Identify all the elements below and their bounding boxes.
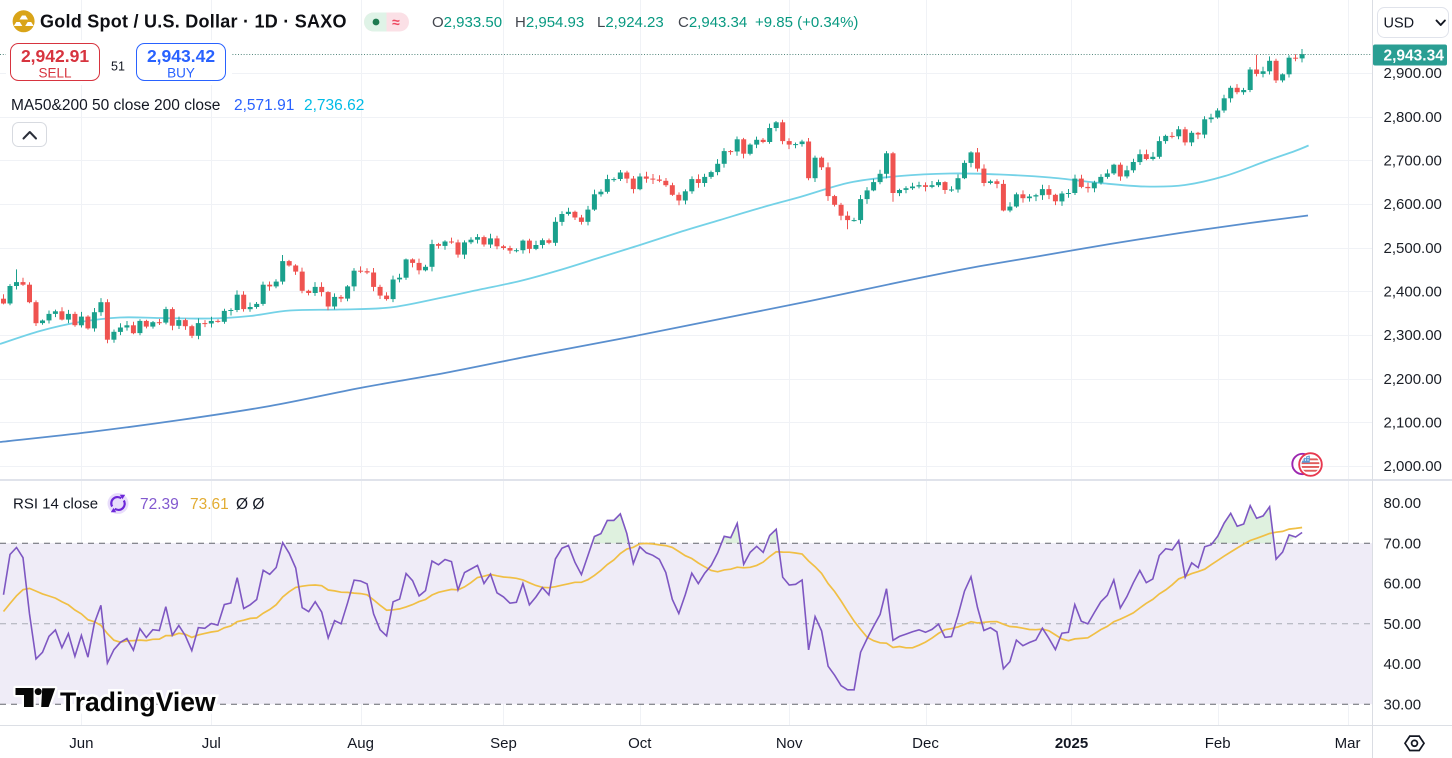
svg-text:2,200.00: 2,200.00 [1384, 371, 1442, 388]
svg-text:2,700.00: 2,700.00 [1384, 153, 1442, 170]
svg-text:H2,954.93: H2,954.93 [515, 14, 584, 31]
svg-text:2,900.00: 2,900.00 [1384, 65, 1442, 82]
svg-text:2,000.00: 2,000.00 [1384, 458, 1442, 475]
svg-text:C2,943.34: C2,943.34 [678, 14, 747, 31]
svg-text:2,400.00: 2,400.00 [1384, 283, 1442, 300]
svg-text:2,736.62: 2,736.62 [304, 97, 364, 114]
svg-text:2025: 2025 [1055, 735, 1088, 752]
svg-text:Oct: Oct [628, 735, 652, 752]
svg-text:2,300.00: 2,300.00 [1384, 327, 1442, 344]
svg-text:2,500.00: 2,500.00 [1384, 240, 1442, 257]
svg-text:Feb: Feb [1205, 735, 1231, 752]
svg-text:SELL: SELL [38, 66, 72, 81]
svg-text:2,600.00: 2,600.00 [1384, 196, 1442, 213]
svg-text:40.00: 40.00 [1384, 656, 1422, 673]
svg-text:USD: USD [1384, 16, 1415, 32]
svg-text:50.00: 50.00 [1384, 616, 1422, 633]
svg-text:60.00: 60.00 [1384, 576, 1422, 593]
svg-text:73.61: 73.61 [190, 496, 229, 513]
svg-text:2,800.00: 2,800.00 [1384, 109, 1442, 126]
svg-text:80.00: 80.00 [1384, 495, 1422, 512]
svg-text:≈: ≈ [392, 14, 400, 30]
svg-text:MA50&200 50 close 200 close: MA50&200 50 close 200 close [11, 97, 220, 114]
svg-text:2,571.91: 2,571.91 [234, 97, 294, 114]
svg-text:Ø Ø: Ø Ø [236, 496, 264, 513]
svg-text:Nov: Nov [776, 735, 803, 752]
svg-text:30.00: 30.00 [1384, 697, 1422, 714]
svg-text:RSI 14 close: RSI 14 close [13, 496, 98, 513]
svg-text:Jun: Jun [69, 735, 93, 752]
svg-text:Jul: Jul [202, 735, 221, 752]
svg-text:51: 51 [111, 60, 125, 74]
svg-text:70.00: 70.00 [1384, 536, 1422, 553]
svg-text:2,942.91: 2,942.91 [21, 46, 89, 66]
svg-text:Mar: Mar [1335, 735, 1361, 752]
svg-text:+9.85 (+0.34%): +9.85 (+0.34%) [755, 14, 858, 31]
svg-text:2,943.42: 2,943.42 [147, 46, 215, 66]
svg-text:72.39: 72.39 [140, 496, 179, 513]
svg-text:Gold Spot / U.S. Dollar · 1D ·: Gold Spot / U.S. Dollar · 1D · SAXO [40, 12, 347, 32]
svg-text:O2,933.50: O2,933.50 [432, 14, 502, 31]
svg-text:2,100.00: 2,100.00 [1384, 414, 1442, 431]
svg-text:BUY: BUY [167, 66, 195, 81]
svg-text:Sep: Sep [490, 735, 517, 752]
svg-text:Aug: Aug [347, 735, 374, 752]
svg-text:L2,924.23: L2,924.23 [597, 14, 664, 31]
svg-text:TradingView: TradingView [60, 687, 216, 717]
svg-text:2,943.34: 2,943.34 [1384, 48, 1445, 65]
svg-text:Dec: Dec [912, 735, 939, 752]
